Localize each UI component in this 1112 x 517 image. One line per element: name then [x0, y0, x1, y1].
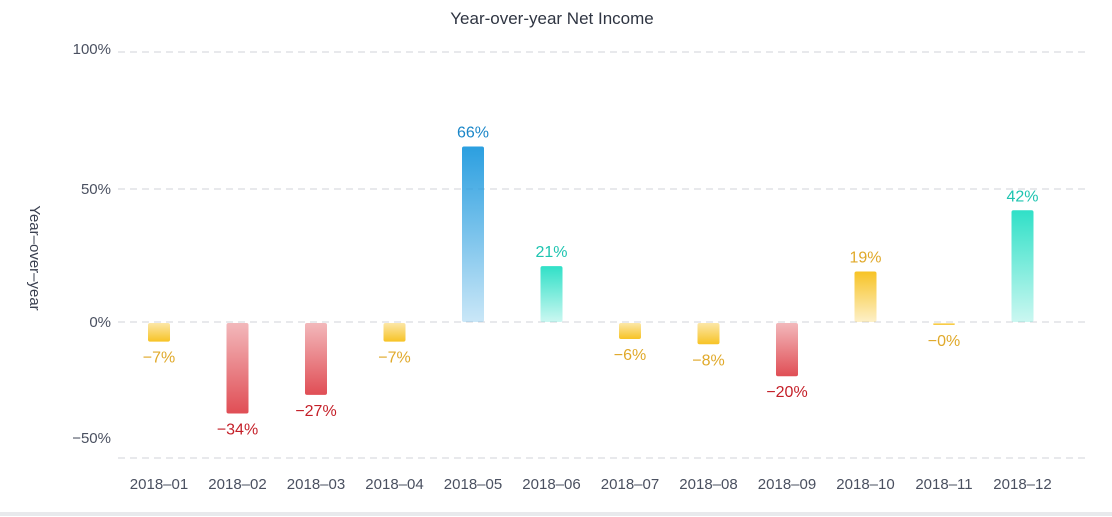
bar-2018–10[interactable]	[854, 271, 877, 322]
bar-2018–07[interactable]	[619, 323, 641, 339]
x-tick-label: 2018–07	[601, 476, 659, 493]
x-tick-label: 2018–10	[836, 476, 894, 493]
x-tick-label: 2018–08	[679, 476, 737, 493]
x-tick-label: 2018–03	[287, 476, 345, 493]
bar-2018–03[interactable]	[305, 323, 327, 395]
x-tick-label: 2018–06	[522, 476, 580, 493]
data-label: 42%	[1006, 188, 1038, 205]
bar-2018–08[interactable]	[697, 323, 720, 345]
bars	[148, 146, 1034, 414]
bar-2018–01[interactable]	[148, 323, 170, 342]
data-label: 19%	[849, 249, 881, 266]
x-tick-label: 2018–01	[130, 476, 188, 493]
y-tick-label: 50%	[81, 181, 111, 198]
y-tick-label: −50%	[72, 430, 111, 447]
x-tick-label: 2018–02	[208, 476, 266, 493]
bar-2018–06[interactable]	[540, 266, 563, 322]
y-axis-label: Year–over–year	[26, 205, 43, 310]
bar-2018–02[interactable]	[226, 323, 249, 414]
data-label: 66%	[457, 124, 489, 141]
data-label: −8%	[692, 352, 724, 369]
data-label: −7%	[378, 350, 410, 367]
x-tick-label: 2018–04	[365, 476, 423, 493]
x-axis-ticks: 2018–01 2018–02 2018–03 2018–04 2018–05 2018–…	[130, 476, 1052, 493]
data-label: −7%	[143, 350, 175, 367]
data-label: 21%	[535, 244, 567, 261]
bar-2018–04[interactable]	[383, 323, 406, 342]
y-tick-label: 100%	[73, 41, 111, 58]
x-tick-label: 2018–05	[444, 476, 502, 493]
data-label: −20%	[766, 384, 807, 401]
x-tick-label: 2018–09	[758, 476, 816, 493]
x-tick-label: 2018–12	[993, 476, 1051, 493]
x-tick-label: 2018–11	[915, 476, 972, 493]
bar-2018–11[interactable]	[933, 323, 955, 325]
y-tick-label: 0%	[89, 314, 111, 331]
bottom-divider	[0, 512, 1112, 516]
bar-2018–09[interactable]	[776, 323, 798, 377]
data-labels: −7% −34% −27% −7% 66% 21% −6% −8% −20% 19% −0% 42%	[143, 124, 1039, 438]
data-label: −6%	[614, 347, 646, 364]
bar-2018–05[interactable]	[462, 146, 484, 322]
data-label: −0%	[928, 333, 960, 350]
y-axis-ticks: 100% 50% 0% −50%	[72, 41, 111, 447]
data-label: −27%	[295, 403, 336, 420]
bar-2018–12[interactable]	[1011, 210, 1034, 322]
chart-title: Year-over-year Net Income	[450, 9, 653, 28]
data-label: −34%	[217, 421, 258, 438]
grid-lines	[118, 51, 1085, 459]
